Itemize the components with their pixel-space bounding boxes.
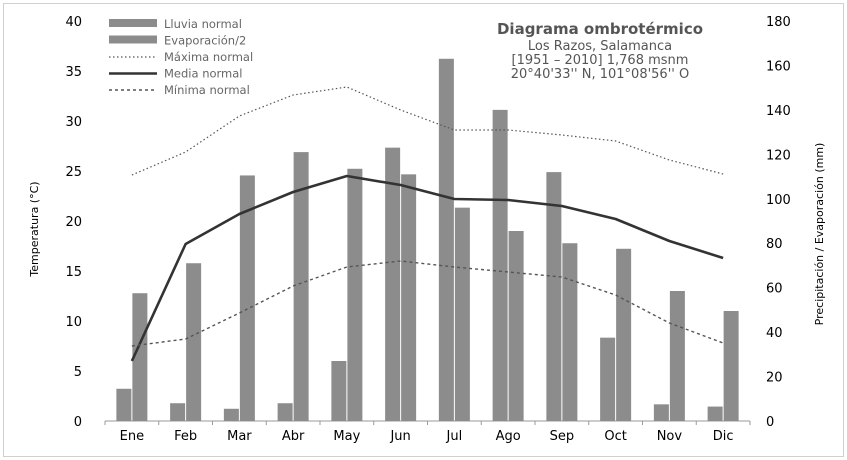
lluvia-bar	[600, 337, 616, 421]
y-left-tick-label: 0	[74, 415, 82, 430]
y-right-tick-label: 160	[766, 59, 791, 74]
lluvia-bar	[546, 172, 562, 421]
lluvia-bar	[116, 388, 132, 421]
lluvia-bar	[438, 58, 454, 422]
legend-label: Mínima normal	[164, 83, 250, 97]
x-tick-label: Dic	[713, 429, 734, 444]
x-tick-label: Jun	[389, 429, 410, 444]
legend: Lluvia normal Evaporación/2 Máxima normal M…	[109, 17, 253, 97]
chart-subtitle-line-3: 20°40'33'' N, 101°08'56'' O	[511, 67, 689, 82]
evaporacion-bar	[669, 291, 685, 421]
y-right-tick-label: 20	[766, 371, 783, 386]
x-tick-label: Oct	[604, 429, 626, 444]
evaporacion-bar	[616, 248, 632, 421]
y-left-tick-label: 10	[65, 315, 82, 330]
y-axis-right-label: Precipitación / Evaporación (mm)	[813, 143, 826, 326]
legend-label: Evaporación/2	[164, 34, 246, 48]
y-right-tick-label: 120	[766, 148, 791, 163]
legend-label: Máxima normal	[164, 50, 253, 64]
lluvia-bar	[277, 403, 293, 421]
legend-label: Media normal	[164, 67, 243, 81]
lluvia-bar	[331, 361, 347, 421]
x-tick-label: Mar	[227, 429, 252, 444]
y-left-tick-label: 40	[65, 15, 82, 30]
y-right-tick-label: 60	[766, 282, 783, 297]
legend-swatch-bar	[109, 19, 157, 27]
x-tick-label: Ene	[120, 429, 144, 444]
lluvia-bar	[492, 109, 508, 421]
maxima-line	[131, 86, 724, 176]
x-tick-label: May	[333, 429, 360, 444]
lluvia-bar	[385, 147, 401, 421]
evaporacion-bar	[186, 263, 202, 421]
lluvia-bar	[707, 406, 723, 421]
y-left-tick-label: 25	[65, 165, 82, 180]
y-left-tick-label: 5	[74, 365, 82, 380]
y-right-tick-label: 180	[766, 15, 791, 30]
chart-subtitle-line-1: Los Razos, Salamanca	[528, 39, 672, 54]
evaporacion-bar	[239, 175, 255, 421]
lluvia-bar	[223, 408, 239, 421]
y-left-tick-label: 15	[65, 265, 82, 280]
evaporacion-bar	[293, 152, 309, 421]
x-tick-label: Nov	[657, 429, 683, 444]
ombrothermic-chart: 0 5 10 15 20 25 30 35 40 0 20 40 60 80 100 120 140 160 180…	[28, 15, 826, 444]
bars	[116, 58, 739, 422]
y-right-tick-label: 140	[766, 104, 791, 119]
media-line	[130, 174, 724, 362]
y-left-tick-label: 20	[65, 215, 82, 230]
evaporacion-bar	[454, 207, 470, 421]
y-right-tick-label: 100	[766, 193, 791, 208]
lluvia-bar	[653, 404, 669, 421]
y-axis-left-label: Temperatura (°C)	[28, 181, 41, 277]
title-block: Diagrama ombrotérmico Los Razos, Salaman…	[497, 20, 703, 82]
evaporacion-bar	[132, 293, 148, 421]
evaporacion-bar	[562, 243, 578, 421]
x-tick-label: Jul	[446, 429, 463, 444]
chart-title: Diagrama ombrotérmico	[497, 20, 703, 38]
y-right-tick-label: 40	[766, 326, 783, 341]
y-right-tick-label: 80	[766, 237, 783, 252]
x-tick-label: Feb	[174, 429, 197, 444]
evaporacion-bar	[347, 168, 363, 421]
x-tick-label: Abr	[282, 429, 305, 444]
x-tick-label: Sep	[550, 429, 575, 444]
legend-swatch-bar	[109, 35, 157, 44]
x-tick-label: Ago	[496, 429, 521, 444]
evaporacion-bar	[401, 174, 417, 421]
chart-subtitle-line-2: [1951 – 2010] 1,768 msnm	[512, 53, 689, 68]
lluvia-bar	[170, 403, 186, 421]
evaporacion-bar	[723, 311, 739, 421]
y-left-tick-label: 35	[65, 65, 82, 80]
axes: 0 5 10 15 20 25 30 35 40 0 20 40 60 80 100 120 140 160 180…	[65, 15, 790, 444]
chart-frame: 0 5 10 15 20 25 30 35 40 0 20 40 60 80 100 120 140 160 180…	[3, 3, 844, 457]
lines	[130, 86, 724, 362]
y-right-tick-label: 0	[766, 415, 774, 430]
evaporacion-bar	[508, 231, 524, 421]
legend-label: Lluvia normal	[164, 17, 242, 31]
minima-line	[131, 260, 724, 347]
y-left-tick-label: 30	[65, 115, 82, 130]
